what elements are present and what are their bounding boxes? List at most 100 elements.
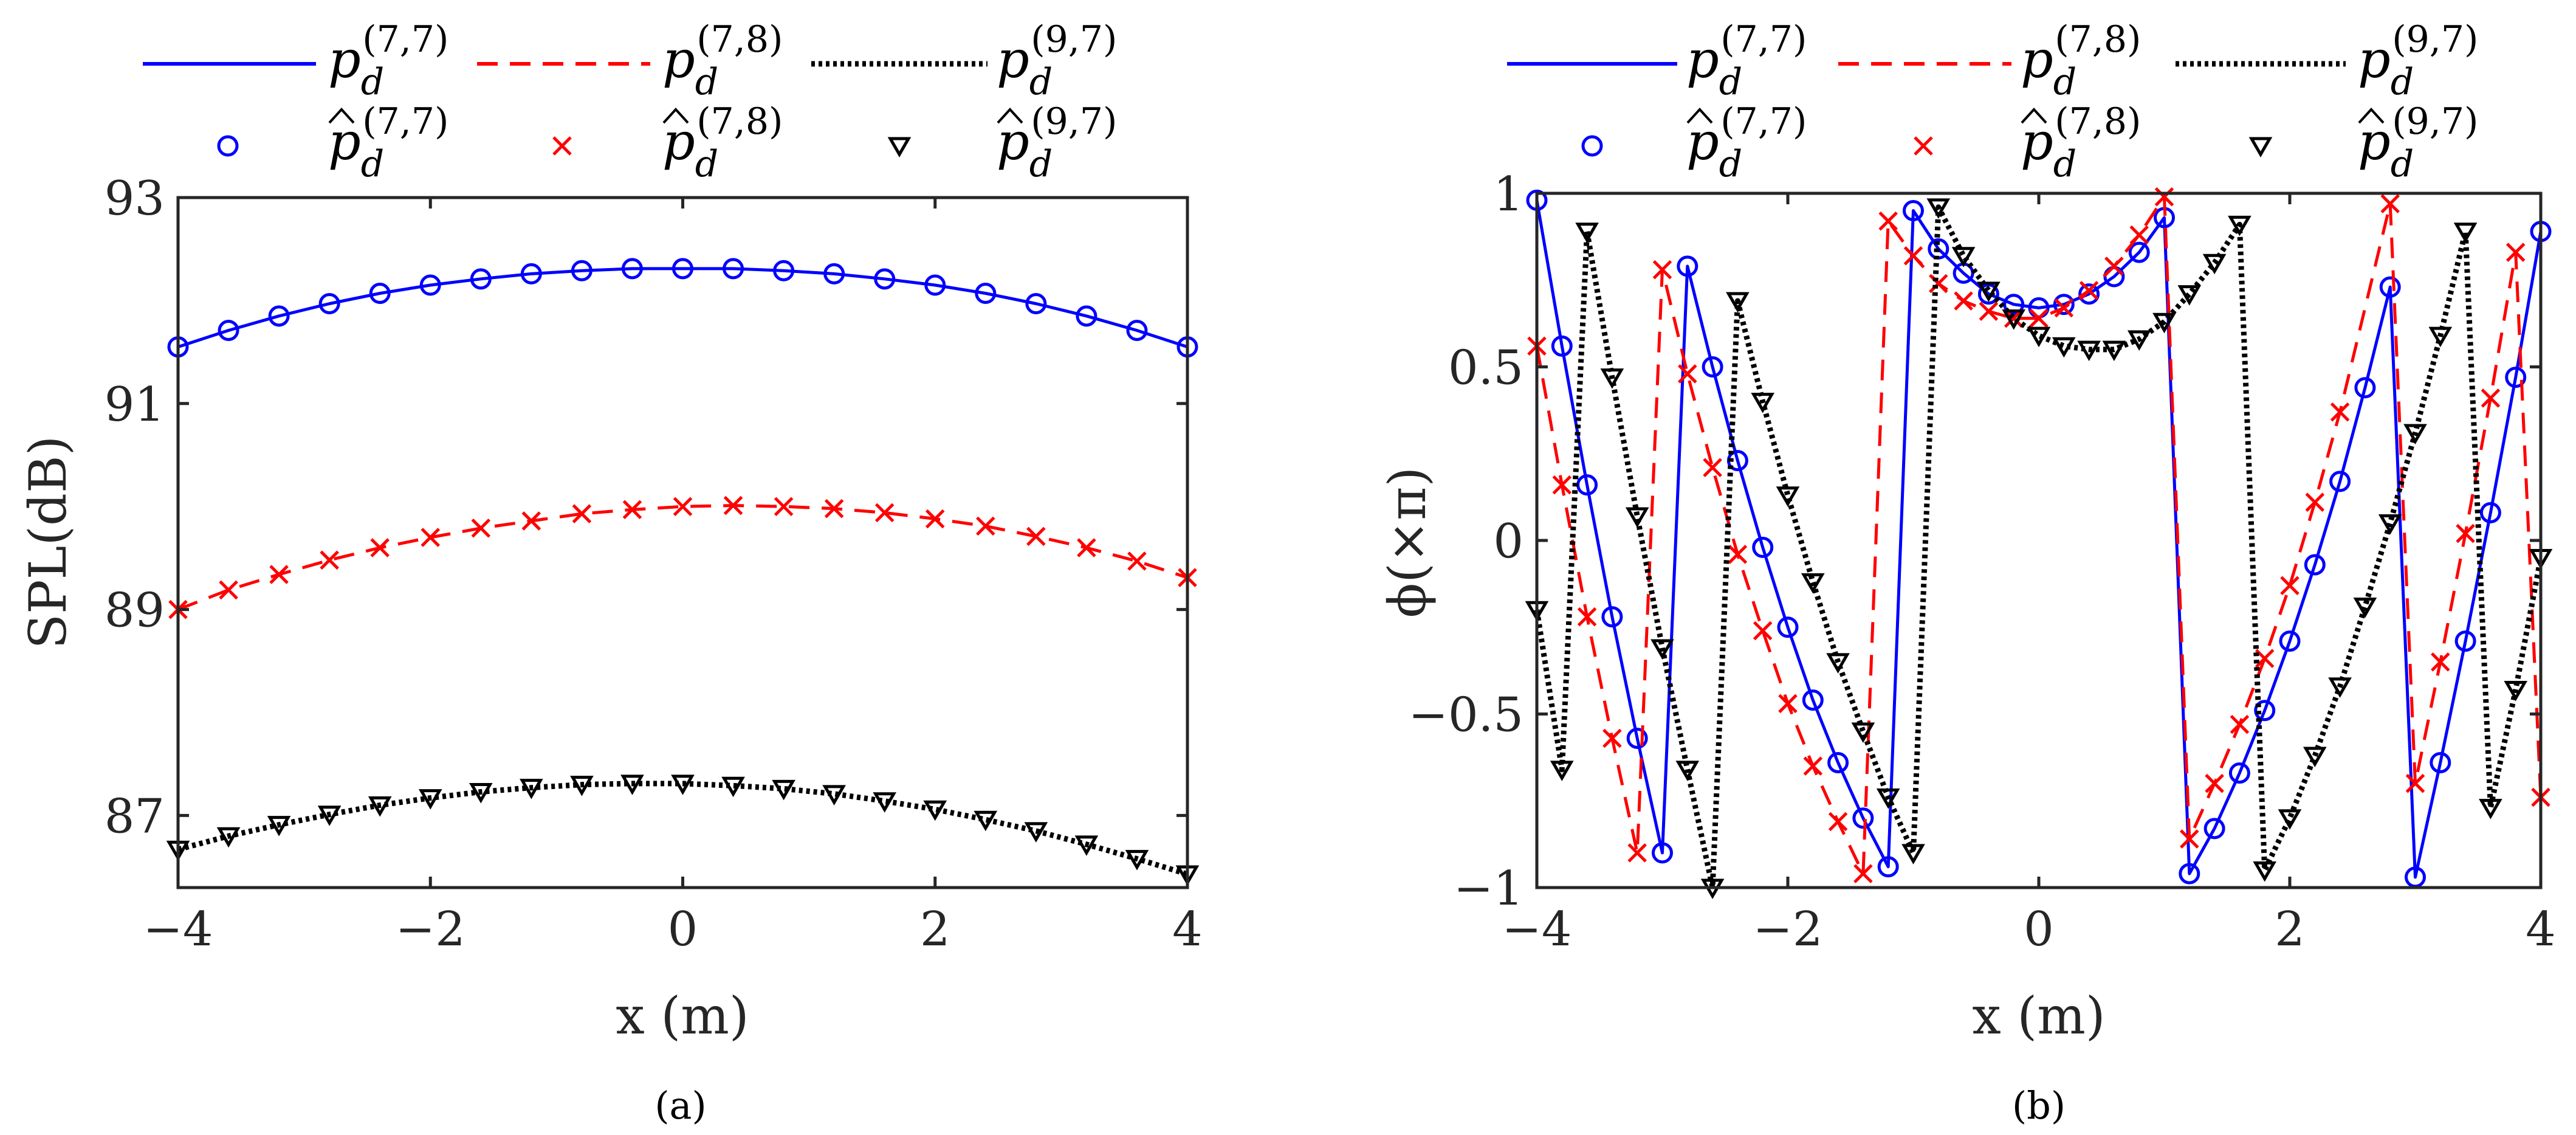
marker-x (1077, 538, 1096, 557)
marker-circle (1877, 856, 1899, 878)
marker-x (774, 497, 794, 516)
marker-triangle (2177, 285, 2202, 306)
x-tick-label: −2 (1753, 902, 1823, 957)
marker-triangle (2077, 340, 2101, 361)
marker-circle (2279, 630, 2301, 652)
y-tick-label: 87 (105, 789, 165, 844)
series-line (177, 267, 1188, 348)
marker-x (1979, 302, 1999, 321)
hat-accent (2021, 108, 2047, 124)
marker-circle (924, 274, 946, 296)
marker-triangle (520, 779, 543, 799)
legend-panel-b: pd(7,7) pd(7,8) pd(9,7) pd(7,7) pd(7,8) … (1507, 18, 2478, 185)
marker-triangle (822, 785, 846, 806)
legend-label-text: pd(9,7) (2358, 100, 2478, 185)
marker-circle (1677, 255, 1698, 277)
marker-triangle (469, 782, 493, 804)
marker-circle (2354, 377, 2376, 399)
marker-circle (1551, 335, 1573, 357)
marker-x (2431, 652, 2450, 672)
marker-triangle (2378, 514, 2402, 535)
marker-x (421, 528, 441, 547)
marker-triangle (2504, 681, 2528, 702)
marker-triangle (772, 779, 795, 801)
y-tick-label: 93 (105, 171, 165, 226)
marker-x (723, 495, 743, 516)
chart-b-xlabel: x (m) (1972, 986, 2105, 1046)
marker-triangle (368, 796, 392, 817)
marker-circle (1852, 807, 1874, 829)
series-pd97-dotted-triangle-down (1525, 198, 2553, 900)
legend-label-text: pd(7,8) (662, 18, 783, 103)
marker-circle (2203, 818, 2225, 840)
marker-x (320, 550, 339, 570)
marker-x (1778, 694, 1798, 714)
marker-triangle (267, 816, 291, 837)
legend-a-label-phat77: pd(7,7) (328, 100, 448, 185)
marker-triangle (216, 827, 241, 848)
marker-triangle (1851, 722, 1875, 743)
marker-triangle (1776, 486, 1800, 507)
legend-label-text: pd(7,7) (328, 100, 448, 185)
marker-circle (1903, 200, 1924, 222)
marker-circle (621, 258, 643, 280)
marker-x (1026, 526, 1046, 547)
marker-circle (1025, 292, 1047, 314)
marker-circle (2379, 276, 2401, 298)
marker-triangle (1600, 368, 1624, 389)
legend-b-label-pd77: pd(7,7) (1686, 18, 1807, 103)
marker-x (2305, 492, 2325, 512)
marker-triangle (2278, 809, 2302, 830)
marker-x (2029, 308, 2049, 328)
marker-x (572, 504, 592, 523)
marker-x (2205, 773, 2224, 793)
marker-circle (2053, 294, 2075, 316)
chart-b-ticks: −4 −2 0 2 4 −1 −0.5 0 0.5 1 (1409, 167, 2556, 957)
chart-panel-b: −4 −2 0 2 4 −1 −0.5 0 0.5 1 x (m) ϕ(×π) (b) (1378, 167, 2556, 1128)
legend-a-marker-x (552, 136, 572, 156)
marker-x (2330, 402, 2350, 422)
marker-x (976, 516, 995, 536)
marker-triangle (974, 810, 998, 832)
hat-accent (997, 108, 1023, 124)
legend-a-label-pd78: pd(7,8) (662, 18, 783, 103)
marker-circle (2078, 283, 2100, 305)
marker-triangle (1977, 281, 2001, 302)
marker-triangle (1901, 844, 1925, 864)
marker-triangle (1876, 788, 1900, 809)
marker-x (1929, 274, 1948, 294)
marker-triangle (873, 792, 897, 813)
marker-circle (2228, 762, 2250, 784)
legend-a-label-pd97: pd(9,7) (997, 18, 1117, 103)
marker-x (622, 500, 642, 520)
legend-a-marker-circle (217, 135, 239, 157)
y-tick-label: −0.5 (1409, 688, 1523, 743)
legend-label-text: pd(7,7) (328, 18, 448, 103)
marker-triangle (1625, 507, 1649, 528)
x-tick-label: −4 (1502, 902, 1572, 957)
y-tick-label: 0.5 (1448, 341, 1523, 396)
marker-triangle (2253, 861, 2277, 882)
chart-panel-a: −4 −2 0 2 4 87 89 91 93 x (m) SPL(dB) (a) (18, 171, 1203, 1128)
marker-triangle (2479, 799, 2502, 819)
marker-circle (2479, 502, 2501, 523)
legend-a-label-phat97: pd(9,7) (997, 100, 1117, 185)
marker-x (2004, 308, 2024, 328)
marker-x (2481, 388, 2501, 408)
marker-triangle (2052, 337, 2076, 358)
series-layer (166, 258, 1200, 886)
y-tick-label: 1 (1493, 167, 1523, 222)
marker-circle (268, 305, 290, 327)
legend-label-text: pd(7,8) (662, 100, 783, 185)
marker-circle (520, 263, 542, 285)
marker-x (1828, 812, 1848, 832)
y-tick-label: 0 (1493, 514, 1523, 569)
hat-accent (328, 108, 355, 124)
series-line (1535, 195, 2543, 875)
marker-x (1803, 756, 1823, 776)
legend-label-text: pd(9,7) (997, 18, 1117, 103)
marker-x (1627, 843, 1647, 863)
marker-x (370, 538, 390, 557)
marker-triangle (2428, 326, 2453, 348)
marker-triangle (2228, 215, 2251, 236)
